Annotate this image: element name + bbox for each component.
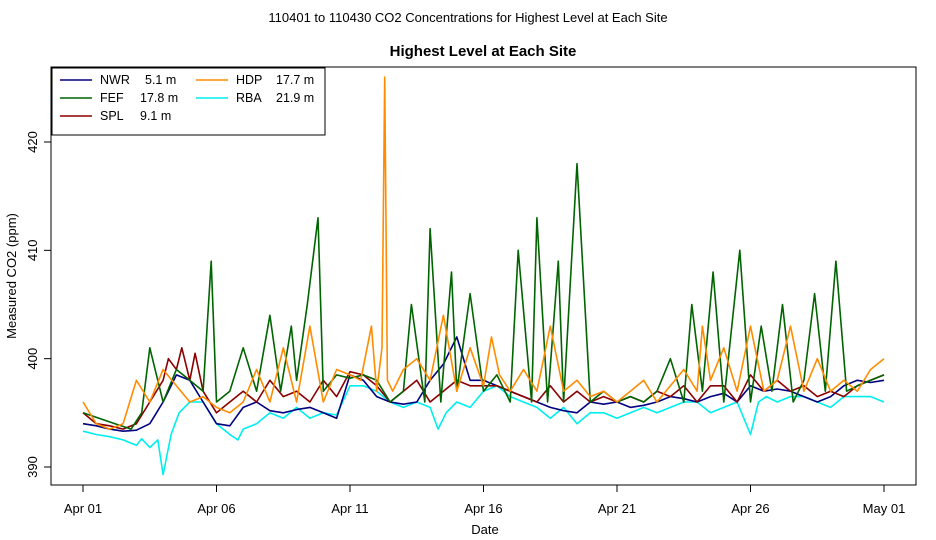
legend-height-hdp: 17.7 m <box>276 73 314 87</box>
y-axis-label: Measured CO2 (ppm) <box>4 213 19 339</box>
legend-height-spl: 9.1 m <box>140 109 171 123</box>
series-line-fef <box>82 162 885 430</box>
legend-height-rba: 21.9 m <box>276 91 314 105</box>
series-line-hdp <box>82 76 885 430</box>
x-axis-label: Date <box>471 522 498 537</box>
legend-label-spl: SPL <box>100 109 124 123</box>
chart-title: Highest Level at Each Site <box>390 43 577 60</box>
chart-suptitle: 110401 to 110430 CO2 Concentrations for … <box>268 10 667 25</box>
legend-label-fef: FEF <box>100 91 124 105</box>
x-tick-label: Apr 06 <box>197 501 235 516</box>
y-tick-label: 390 <box>25 456 40 478</box>
legend-height-fef: 17.8 m <box>140 91 178 105</box>
x-tick-label: Apr 11 <box>331 501 368 516</box>
x-tick-label: Apr 21 <box>598 501 636 516</box>
x-tick-label: May 01 <box>863 501 906 516</box>
x-tick-label: Apr 16 <box>464 501 502 516</box>
series-layer <box>82 76 885 476</box>
series-line-nwr <box>82 336 885 433</box>
y-tick-label: 400 <box>25 348 40 370</box>
plot-frame <box>50 66 917 486</box>
legend-label-nwr: NWR <box>100 73 130 87</box>
x-tick-label: Apr 01 <box>64 501 102 516</box>
legend-label-hdp: HDP <box>236 73 262 87</box>
series-line-spl <box>82 346 885 430</box>
legend-box <box>51 67 326 136</box>
legend-height-nwr: 5.1 m <box>145 73 176 87</box>
y-tick-label: 410 <box>25 239 40 261</box>
y-tick-label: 420 <box>25 131 40 153</box>
series-line-rba <box>82 384 885 476</box>
legend: NWR 5.1 m FEF 17.8 m SPL 9.1 m HDP 17.7 m RBA 21.… <box>51 67 326 136</box>
legend-label-rba: RBA <box>236 91 262 105</box>
x-tick-label: Apr 26 <box>731 501 769 516</box>
axes-layer: Apr 01 Apr 06 Apr 11 Apr 16 Apr 21 Apr 26 May … <box>25 131 905 516</box>
